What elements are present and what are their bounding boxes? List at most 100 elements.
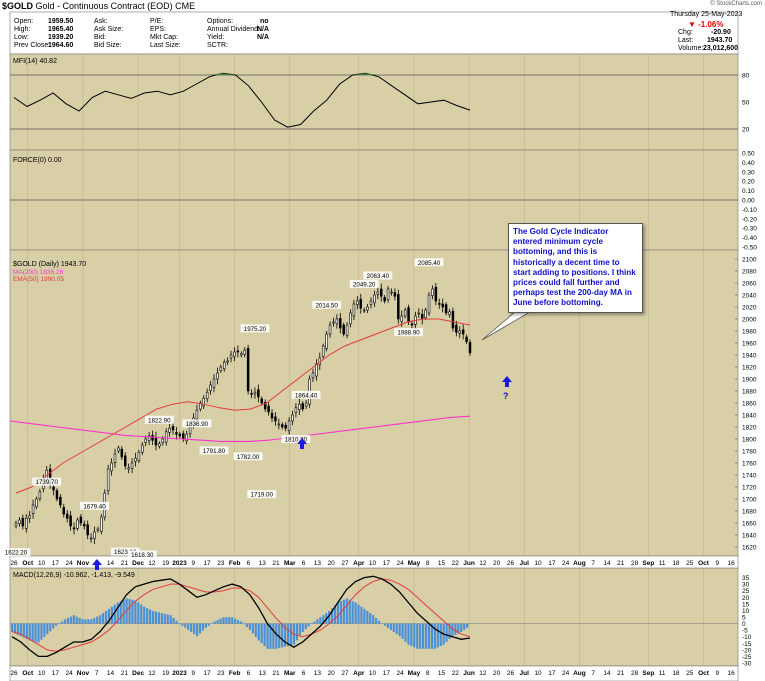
price-candle-body: [168, 427, 171, 433]
low-value: 1939.20: [48, 34, 74, 41]
x-tick-label: Jul: [520, 560, 530, 567]
macd-histogram-bar: [104, 610, 108, 624]
x-tick-label: 21: [121, 560, 129, 567]
price-tick-label: 1880: [742, 389, 757, 396]
macd-histogram-bar: [198, 623, 202, 634]
price-tick-label: 1760: [742, 461, 757, 468]
macd-tick-label: -20: [742, 647, 752, 654]
price-candle-body: [69, 515, 72, 527]
price-candle-body: [260, 398, 264, 404]
x-tick-label: Apr: [353, 670, 365, 677]
x-tick-label: 21: [272, 560, 280, 567]
price-candle-body: [390, 291, 393, 294]
macd-histogram-bar: [69, 616, 72, 624]
macd-histogram-bar: [43, 623, 46, 637]
macd-histogram-bar: [295, 623, 298, 641]
yield-value: N/A: [257, 34, 270, 41]
x-tick-label: 24: [562, 560, 570, 567]
price-candle-body: [86, 524, 89, 536]
macd-histogram-bar: [216, 620, 219, 624]
x-tick-label: 17: [548, 670, 556, 677]
macd-histogram-bar: [398, 623, 401, 637]
price-tick-label: 2000: [742, 317, 757, 324]
macd-histogram-bar: [234, 618, 237, 624]
price-candle-body: [175, 432, 178, 435]
x-tick-label: 28: [631, 560, 639, 567]
mfi-tick-label: 20: [742, 127, 750, 134]
sctr-label: SCTR:: [207, 42, 228, 49]
price-candle-body: [151, 435, 154, 441]
price-candle-body: [321, 345, 325, 357]
macd-histogram-bar: [210, 623, 213, 625]
macd-histogram-bar: [201, 623, 205, 631]
macd-histogram-bar: [160, 613, 163, 624]
macd-histogram-bar: [331, 608, 334, 624]
force-tick-label: -0.20: [742, 216, 757, 223]
options-label: Options:: [207, 18, 234, 25]
x-tick-label: 7: [591, 560, 595, 567]
change-pct: ▼ -1.06%: [688, 20, 724, 29]
price-candle-body: [458, 330, 461, 334]
mfi-overbought-fill: [209, 73, 223, 75]
price-candle-body: [100, 516, 103, 532]
macd-histogram-bar: [49, 623, 52, 632]
price-candle-body: [263, 402, 267, 410]
macd-histogram-bar: [313, 621, 316, 624]
price-annotation-label: 1623.10: [114, 549, 137, 556]
macd-histogram-bar: [13, 623, 17, 634]
macd-tick-label: -10: [742, 634, 752, 641]
macd-histogram-bar: [60, 621, 64, 624]
price-candle-body: [448, 311, 451, 316]
price-annotation-bg: [281, 435, 311, 444]
x-tick-label: 2023: [172, 670, 187, 677]
macd-histogram-bar: [178, 623, 181, 625]
price-annotation-bg: [110, 547, 140, 556]
macd-histogram-bar: [75, 616, 78, 624]
price-candle-body: [407, 307, 410, 323]
macd-histogram-bar: [316, 619, 319, 624]
price-tick-label: 1900: [742, 377, 757, 384]
mfi-overbought-fill: [222, 73, 236, 75]
price-candle-body: [110, 462, 113, 472]
mfi-label: MFI(14) 40.82: [13, 58, 57, 65]
x-tick-label: 17: [548, 560, 556, 567]
force-tick-label: 0.30: [742, 169, 755, 176]
price-candle-body: [65, 513, 69, 519]
price-candle-body: [438, 303, 441, 305]
price-candle-body: [93, 531, 96, 539]
price-candle-body: [240, 353, 243, 356]
price-annotation-label: 2085.40: [418, 260, 441, 267]
price-candle-body: [386, 288, 390, 301]
x-tick-label: 2023: [172, 560, 187, 567]
macd-histogram-bar: [134, 600, 137, 624]
macd-histogram-bar: [333, 605, 337, 624]
price-annotation-label: 1782.00: [237, 454, 260, 461]
macd-histogram-bar: [87, 619, 90, 624]
x-tick-label: 9: [716, 560, 720, 567]
high-label: High:: [14, 26, 31, 33]
price-candle-body: [291, 414, 294, 422]
macd-tick-label: 30: [742, 582, 750, 589]
chart-title: $GOLD Gold - Continuous Contract (EOD) C…: [2, 1, 196, 11]
x-tick-label: 6: [302, 560, 306, 567]
macd-histogram-bar: [57, 623, 61, 625]
macd-signal-line: [11, 578, 471, 652]
price-candle-body: [28, 515, 31, 519]
price-tick-label: 1860: [742, 401, 757, 408]
price-candle-body: [356, 300, 359, 305]
price-candle-body: [366, 306, 369, 311]
price-tick-label: 1780: [742, 449, 757, 456]
macd-tick-label: 35: [742, 575, 750, 582]
x-tick-label: Jul: [520, 670, 530, 677]
macd-tick-label: 5: [742, 615, 746, 622]
x-tick-label: 7: [95, 670, 99, 677]
ask-label: Ask:: [94, 18, 108, 25]
mfi-tick-label: 50: [742, 100, 750, 107]
macd-histogram-bar: [304, 623, 307, 630]
x-tick-label: 10: [38, 560, 46, 567]
price-candle-body: [250, 393, 253, 395]
macd-histogram-bar: [342, 599, 345, 624]
high-value: 1965.40: [48, 26, 74, 33]
x-tick-label: 26: [507, 670, 515, 677]
macd-histogram-bar: [225, 617, 228, 624]
